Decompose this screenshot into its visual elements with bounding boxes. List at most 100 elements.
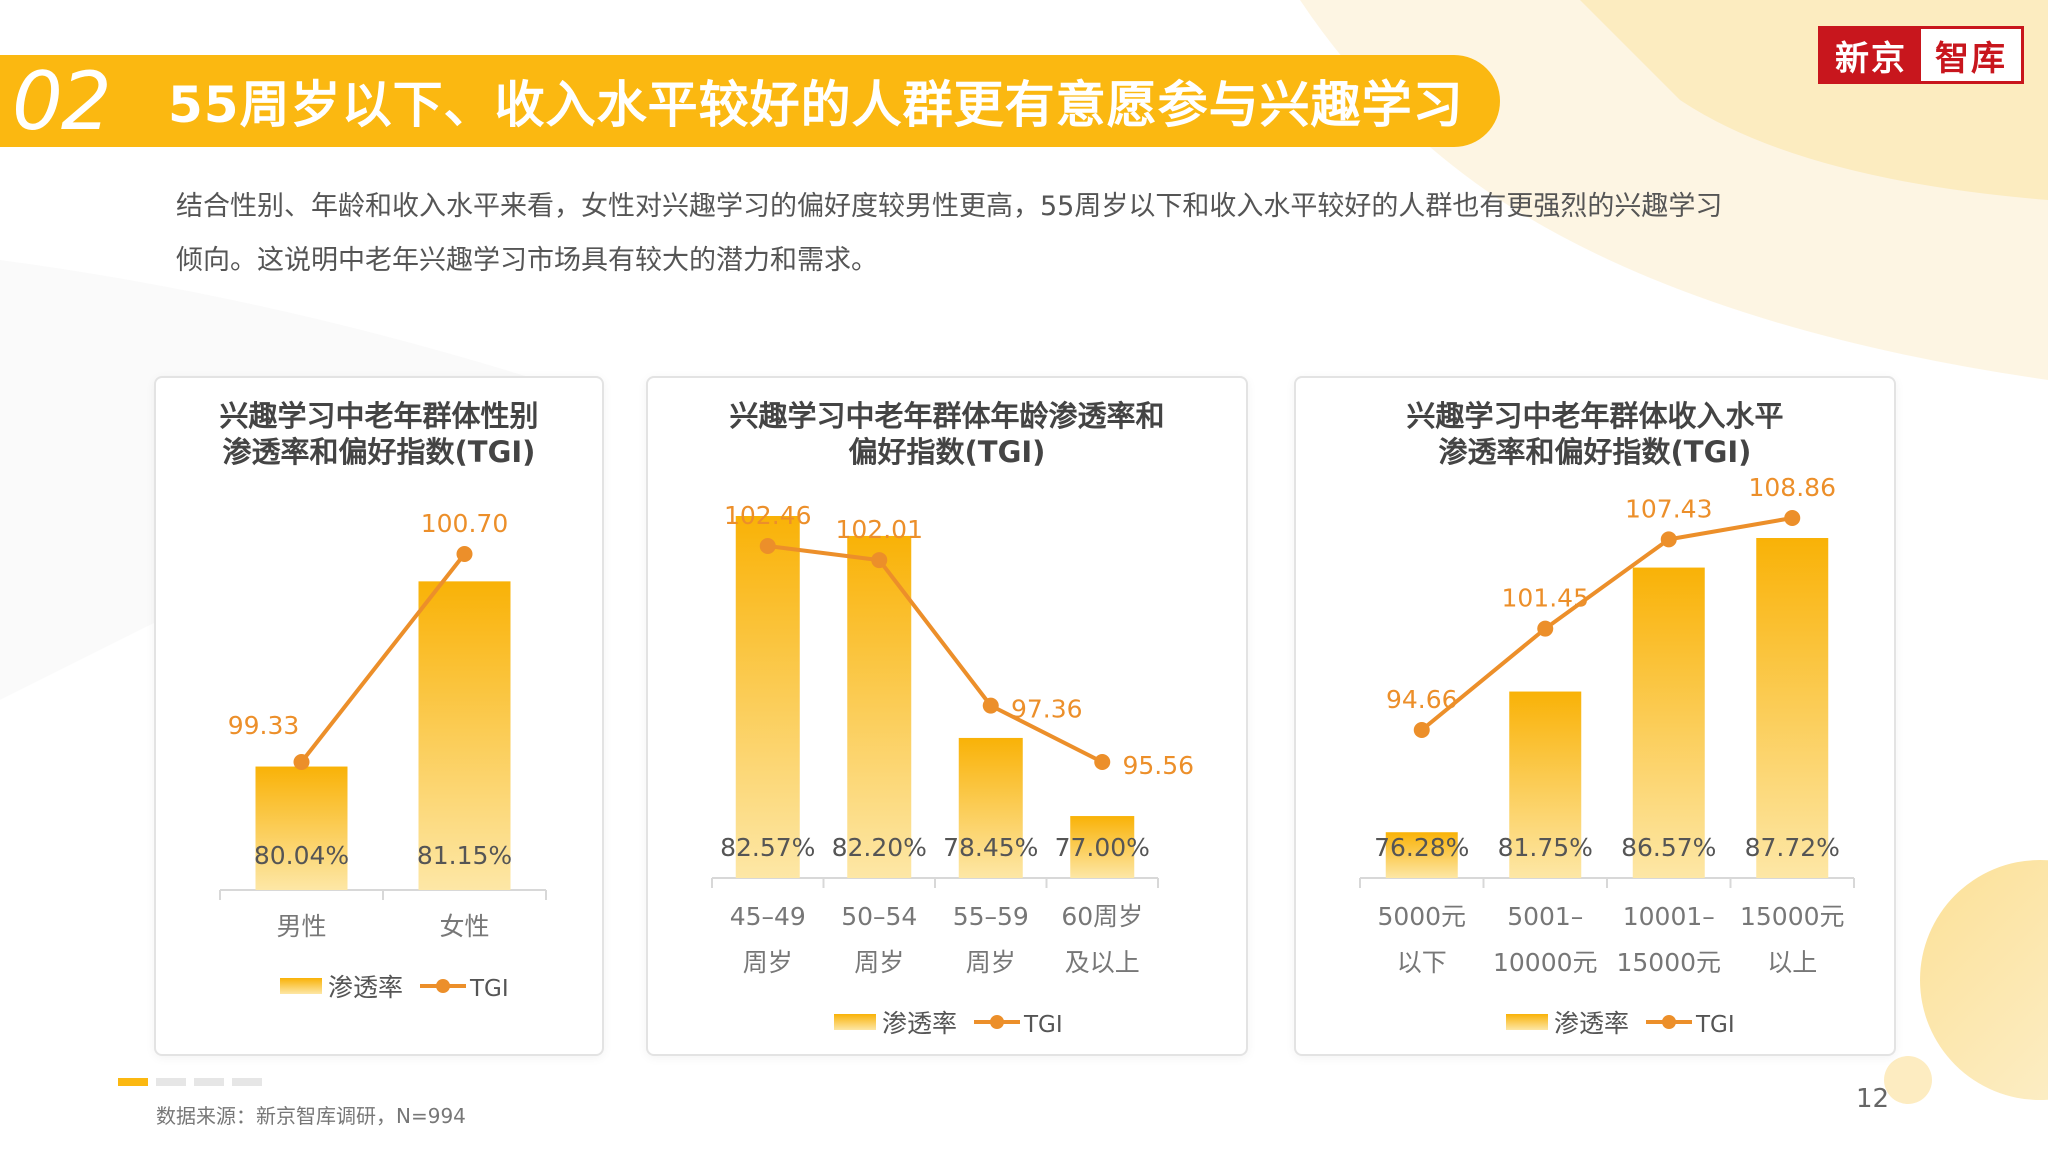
bar-value-label: 76.28% <box>1374 833 1469 862</box>
tgi-line <box>299 552 467 764</box>
bar-value-label: 78.45% <box>943 833 1038 862</box>
tgi-value-label: 102.46 <box>724 501 811 530</box>
legend-bar-label: 渗透率 <box>882 1009 957 1038</box>
bar <box>735 516 800 878</box>
bar <box>1756 538 1829 878</box>
tgi-point <box>1094 754 1111 770</box>
category-label: 周岁 <box>743 948 793 977</box>
bar <box>1070 816 1135 878</box>
chart-svg: 80.04% 男性 81.15% 女性 99.33 100.70 渗透率 TGI <box>219 509 547 1002</box>
category-label: 及以上 <box>1065 948 1140 977</box>
page-indicator <box>156 1078 186 1086</box>
legend-line-marker <box>1662 1015 1676 1029</box>
bar-value-label: 77.00% <box>1055 833 1150 862</box>
chart-title-line-2: 渗透率和偏好指数(TGI) <box>1438 435 1752 469</box>
chart-title: 兴趣学习中老年群体年龄渗透率和 偏好指数(TGI) <box>648 398 1246 470</box>
chart-title-line-2: 偏好指数(TGI) <box>848 435 1046 469</box>
tgi-value-label: 97.36 <box>1011 695 1083 724</box>
tgi-value-label: 94.66 <box>1386 685 1458 714</box>
tgi-line <box>1420 516 1793 732</box>
category-label: 15000元 <box>1740 902 1845 931</box>
tgi-value-label: 108.86 <box>1749 473 1836 502</box>
legend-bar-label: 渗透率 <box>1554 1009 1629 1038</box>
chart-panel-age: 兴趣学习中老年群体年龄渗透率和 偏好指数(TGI) 82.57% 45–49 周岁 8… <box>646 376 1248 1056</box>
logo-text-part2: 智库 <box>1935 38 2007 79</box>
chart-title: 兴趣学习中老年群体性别 渗透率和偏好指数(TGI) <box>156 398 602 470</box>
category-label: 60周岁 <box>1061 902 1143 931</box>
page-indicator-active <box>118 1078 148 1086</box>
category-label: 10001– <box>1623 902 1715 931</box>
bar <box>958 737 1023 878</box>
bar <box>1385 832 1458 878</box>
tgi-line <box>767 544 1104 764</box>
tgi-point <box>293 754 310 770</box>
tgi-point <box>982 697 999 714</box>
chart-title-line-1: 兴趣学习中老年群体年龄渗透率和 <box>729 399 1165 433</box>
tgi-value-label: 107.43 <box>1625 494 1712 523</box>
legend-line-label: TGI <box>1695 1012 1735 1038</box>
chart-legend: 渗透率 TGI <box>834 1009 1063 1038</box>
page-indicator <box>194 1078 224 1086</box>
bar <box>1632 567 1705 878</box>
bar-value-label: 87.72% <box>1745 833 1840 862</box>
category-label: 以下 <box>1397 948 1447 977</box>
tgi-value-label: 95.56 <box>1122 751 1194 780</box>
legend-bar-swatch <box>834 1014 876 1030</box>
legend-bar-swatch <box>280 978 322 994</box>
category-label: 5001– <box>1507 902 1583 931</box>
section-number: 02 <box>12 54 112 148</box>
bar-value-label: 81.75% <box>1498 833 1593 862</box>
section-banner: 02 55周岁以下、收入水平较好的人群更有意愿参与兴趣学习 <box>0 54 1500 148</box>
chart-title-line-1: 兴趣学习中老年群体收入水平 <box>1406 399 1784 433</box>
bar <box>847 535 912 878</box>
chart-panel-income: 兴趣学习中老年群体收入水平 渗透率和偏好指数(TGI) 76.28% 5000元以… <box>1294 376 1896 1056</box>
page-number: 12 <box>1856 1084 1890 1114</box>
chart-legend: 渗透率 TGI <box>280 973 509 1002</box>
intro-line-1: 结合性别、年龄和收入水平来看，女性对兴趣学习的偏好度较男性更高，55周岁以下和收… <box>176 191 1723 222</box>
category-label: 女性 <box>439 912 489 941</box>
page-indicator <box>232 1078 262 1086</box>
legend-bar-swatch <box>1506 1014 1548 1030</box>
tgi-point <box>1413 722 1430 738</box>
category-label: 男性 <box>276 912 326 941</box>
tgi-value-label: 99.33 <box>228 711 300 740</box>
legend-line-marker <box>990 1015 1004 1029</box>
chart-title-line-1: 兴趣学习中老年群体性别 <box>219 399 539 433</box>
bar <box>1509 691 1582 878</box>
bar <box>418 581 511 890</box>
tgi-value-label: 102.01 <box>836 515 923 544</box>
category-label: 45–49 <box>730 902 806 931</box>
chart-panel-gender: 兴趣学习中老年群体性别 渗透率和偏好指数(TGI) 80.04% 男性 81.15%… <box>154 376 604 1056</box>
legend-line-marker <box>436 979 450 993</box>
category-label: 10000元 <box>1493 948 1598 977</box>
bar-value-label: 81.15% <box>417 841 512 870</box>
category-label: 50–54 <box>841 902 917 931</box>
chart-svg: 82.57% 45–49 周岁 82.20% 50–54 周岁 78.45% 55–59 周岁 7… <box>711 501 1194 1038</box>
bar-value-label: 80.04% <box>254 841 349 870</box>
tgi-point <box>759 538 776 554</box>
chart-legend: 渗透率 TGI <box>1506 1009 1735 1038</box>
legend-bar-label: 渗透率 <box>328 973 403 1002</box>
tgi-point <box>456 546 473 562</box>
category-label: 15000元 <box>1616 948 1721 977</box>
data-source-note: 数据来源：新京智库调研，N=994 <box>156 1104 466 1128</box>
category-label: 5000元 <box>1377 902 1466 931</box>
category-label: 周岁 <box>966 948 1016 977</box>
tgi-point <box>1784 510 1801 526</box>
tgi-point <box>1537 620 1554 637</box>
chart-title-line-2: 渗透率和偏好指数(TGI) <box>222 435 536 469</box>
tgi-value-label: 101.45 <box>1502 584 1589 613</box>
intro-line-2: 倾向。这说明中老年兴趣学习市场具有较大的潜力和需求。 <box>176 245 878 276</box>
intro-paragraph: 结合性别、年龄和收入水平来看，女性对兴趣学习的偏好度较男性更高，55周岁以下和收… <box>176 180 1896 288</box>
bar-value-label: 86.57% <box>1621 833 1716 862</box>
tgi-point <box>871 552 888 569</box>
brand-logo: 新京 智库 <box>1818 26 2024 84</box>
tgi-point <box>1660 531 1677 548</box>
tgi-value-label: 100.70 <box>421 509 508 538</box>
category-label: 以上 <box>1767 948 1817 977</box>
page-title: 55周岁以下、收入水平较好的人群更有意愿参与兴趣学习 <box>168 76 1464 134</box>
category-label: 周岁 <box>854 948 904 977</box>
chart-title: 兴趣学习中老年群体收入水平 渗透率和偏好指数(TGI) <box>1296 398 1894 470</box>
logo-text-part1: 新京 <box>1821 29 1921 81</box>
